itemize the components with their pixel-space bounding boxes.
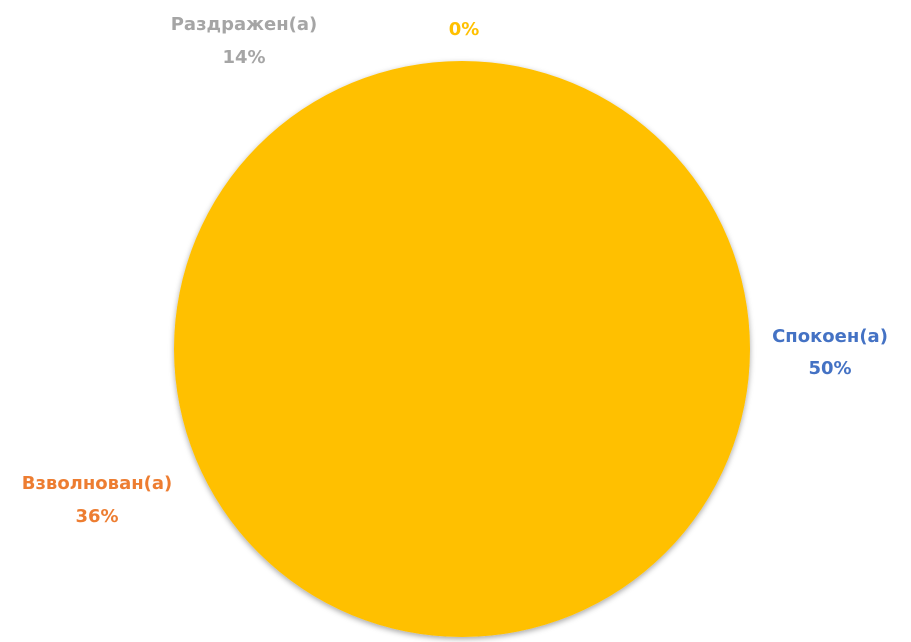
- slice-label-calm-value: 50%: [808, 358, 851, 379]
- slice-label-worried: Взволнован(а) 36%: [22, 473, 173, 527]
- slice-label-irritated-name: Раздражен(а): [171, 14, 318, 35]
- slice-label-worried-value: 36%: [75, 506, 118, 527]
- slice-label-zero: 0%: [449, 19, 480, 40]
- slice-label-zero-value: 0%: [449, 19, 480, 40]
- slice-label-calm-name: Спокоен(а): [772, 326, 888, 347]
- pie-disc: [174, 61, 750, 637]
- slice-label-irritated: Раздражен(а) 14%: [171, 14, 318, 68]
- slice-label-calm: Спокоен(а) 50%: [772, 326, 888, 379]
- slice-label-worried-name: Взволнован(а): [22, 473, 173, 494]
- slice-label-irritated-value: 14%: [222, 47, 265, 68]
